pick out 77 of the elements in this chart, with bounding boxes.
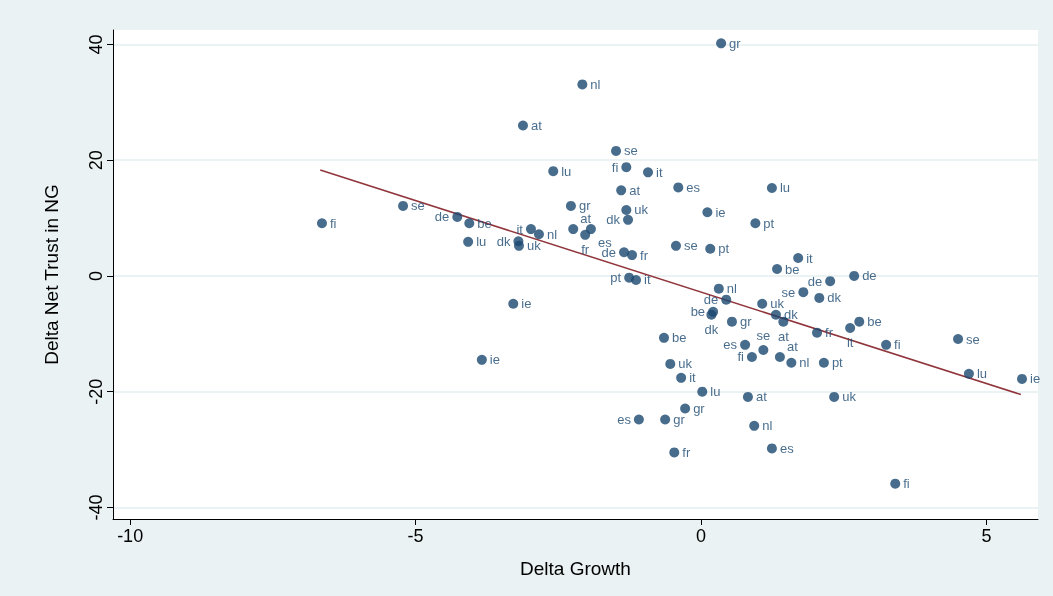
y-tick-label: 0 bbox=[86, 270, 106, 281]
data-label: it bbox=[656, 164, 663, 180]
data-label: fi bbox=[894, 337, 901, 353]
data-label: uk bbox=[526, 238, 542, 254]
data-label: nl bbox=[762, 418, 773, 434]
y-tick-label: 40 bbox=[86, 34, 106, 55]
data-label: es bbox=[686, 179, 701, 195]
data-label: gr bbox=[673, 411, 686, 427]
data-label: lu bbox=[710, 384, 721, 400]
x-tick-label: -10 bbox=[117, 526, 144, 546]
data-label: be bbox=[785, 261, 800, 277]
data-label: dk bbox=[704, 321, 719, 337]
data-label: lu bbox=[976, 366, 988, 382]
data-label: lu bbox=[779, 180, 791, 196]
data-label: nl bbox=[590, 76, 601, 92]
x-tick-label: 5 bbox=[981, 526, 992, 546]
data-label: at bbox=[530, 117, 543, 133]
data-label: it bbox=[689, 370, 697, 386]
data-label: es bbox=[779, 440, 795, 456]
data-label: gr bbox=[578, 198, 592, 214]
data-label: fr bbox=[682, 444, 691, 460]
x-axis-title: Delta Growth bbox=[520, 558, 631, 579]
data-label: at bbox=[629, 182, 641, 198]
data-label: be bbox=[672, 330, 687, 346]
data-label: fi bbox=[329, 215, 337, 231]
data-label: it bbox=[806, 250, 814, 266]
data-label: pt bbox=[763, 215, 775, 231]
data-label: fi bbox=[611, 159, 619, 175]
data-label: se bbox=[966, 331, 980, 347]
data-label: se bbox=[683, 238, 698, 254]
data-label: at bbox=[777, 328, 790, 344]
data-label: dk bbox=[783, 307, 799, 323]
data-label: ie bbox=[521, 296, 532, 312]
data-label: uk bbox=[842, 389, 857, 405]
data-label: de bbox=[434, 209, 450, 225]
data-label: it bbox=[516, 221, 524, 237]
data-label: be bbox=[690, 304, 706, 320]
data-label: pt bbox=[610, 270, 622, 286]
data-label: it bbox=[644, 272, 651, 288]
y-tick-label: 20 bbox=[86, 150, 106, 171]
y-axis-title: Delta Net Trust in NG bbox=[41, 184, 62, 365]
data-label: fr bbox=[640, 247, 649, 263]
data-label: nl bbox=[799, 355, 810, 371]
data-label: nl bbox=[726, 281, 738, 297]
data-label: de bbox=[862, 268, 877, 284]
data-label: es bbox=[617, 411, 632, 427]
data-label: lu bbox=[476, 234, 487, 250]
data-label: gr bbox=[739, 314, 753, 330]
data-label: gr bbox=[729, 35, 742, 51]
data-label: ie bbox=[1030, 371, 1041, 387]
data-label: se bbox=[411, 198, 425, 214]
data-label: se bbox=[624, 143, 638, 159]
data-label: dk bbox=[606, 212, 621, 228]
data-label: de bbox=[807, 273, 823, 289]
x-tick-label: -5 bbox=[407, 526, 424, 546]
data-label: pt bbox=[831, 355, 844, 371]
data-label: pt bbox=[718, 241, 730, 257]
data-label: se bbox=[756, 328, 771, 344]
data-label: lu bbox=[561, 163, 572, 179]
data-label: uk bbox=[634, 202, 649, 218]
y-tick-label: -20 bbox=[86, 378, 106, 405]
data-label: fi bbox=[903, 476, 910, 492]
data-label: fr bbox=[581, 241, 590, 257]
data-label: es bbox=[723, 337, 738, 353]
data-label: de bbox=[703, 292, 719, 308]
data-label: uk bbox=[678, 356, 693, 372]
data-label: at bbox=[755, 389, 768, 405]
data-label: be bbox=[867, 314, 882, 330]
y-tick-label: -40 bbox=[86, 494, 106, 521]
data-label: nl bbox=[546, 226, 558, 242]
data-label: ie bbox=[715, 204, 726, 220]
data-label: dk bbox=[496, 233, 511, 249]
data-label: gr bbox=[693, 400, 706, 416]
data-label: ie bbox=[489, 352, 500, 368]
data-label: fi bbox=[737, 349, 745, 365]
x-tick-label: 0 bbox=[696, 526, 707, 546]
data-label: dk bbox=[827, 290, 842, 306]
